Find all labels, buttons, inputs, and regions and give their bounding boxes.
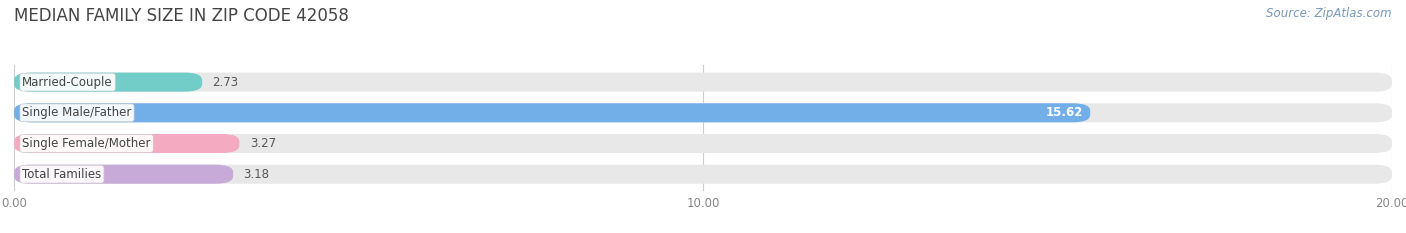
FancyBboxPatch shape — [14, 73, 202, 92]
Text: 2.73: 2.73 — [212, 76, 239, 89]
FancyBboxPatch shape — [14, 134, 239, 153]
Text: Single Female/Mother: Single Female/Mother — [22, 137, 150, 150]
Text: Married-Couple: Married-Couple — [22, 76, 112, 89]
Text: 3.18: 3.18 — [243, 168, 270, 181]
Text: Single Male/Father: Single Male/Father — [22, 106, 132, 119]
FancyBboxPatch shape — [14, 165, 233, 184]
Text: Source: ZipAtlas.com: Source: ZipAtlas.com — [1267, 7, 1392, 20]
FancyBboxPatch shape — [14, 73, 1392, 92]
FancyBboxPatch shape — [14, 103, 1392, 122]
FancyBboxPatch shape — [14, 165, 1392, 184]
Text: 3.27: 3.27 — [250, 137, 276, 150]
FancyBboxPatch shape — [14, 103, 1090, 122]
Text: MEDIAN FAMILY SIZE IN ZIP CODE 42058: MEDIAN FAMILY SIZE IN ZIP CODE 42058 — [14, 7, 349, 25]
FancyBboxPatch shape — [14, 134, 1392, 153]
Text: Total Families: Total Families — [22, 168, 101, 181]
Text: 15.62: 15.62 — [1046, 106, 1083, 119]
